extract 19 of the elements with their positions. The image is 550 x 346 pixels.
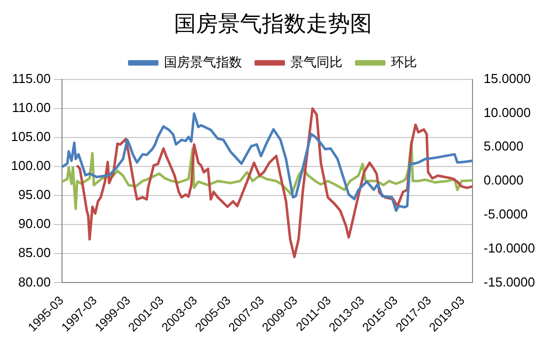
y2-tick-label: -5.0000: [484, 206, 528, 222]
y-tick-label: 115.00: [12, 70, 51, 86]
y-tick-label: 95.00: [18, 187, 51, 202]
y2-tick-label: 15.0000: [484, 70, 531, 86]
y-tick-label: 100.00: [10, 158, 51, 174]
y2-tick-label: 0.0000: [484, 172, 524, 188]
chart-title: 国房景气指数走势图: [174, 12, 372, 37]
y2-tick-label: -10.0000: [484, 240, 536, 256]
y-tick-label: 90.00: [18, 216, 51, 232]
y2-tick-label: 10.0000: [484, 104, 531, 120]
legend-label: 环比: [390, 55, 417, 70]
legend-label: 景气同比: [290, 55, 342, 70]
y-tick-label: 80.00: [18, 274, 51, 290]
y2-tick-label: -15.0000: [484, 274, 536, 290]
y-tick-label: 85.00: [18, 245, 51, 260]
legend-label: 国房景气指数: [164, 54, 242, 70]
y-tick-label: 105.00: [10, 129, 51, 144]
y-tick-label: 110.00: [12, 100, 51, 116]
y2-tick-label: 5.0000: [484, 138, 524, 154]
